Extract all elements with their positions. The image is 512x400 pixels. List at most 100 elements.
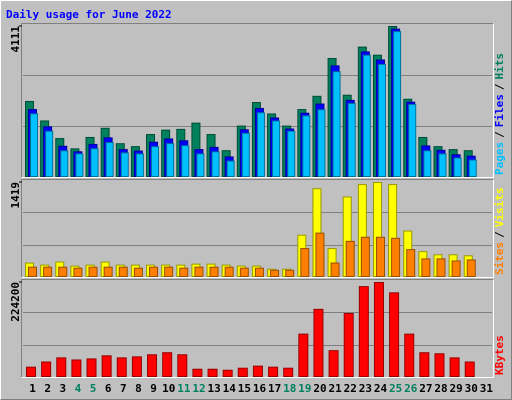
legend-separator: / xyxy=(493,231,506,238)
legend-entry: Pages xyxy=(493,142,506,175)
x-tick-label: 22 xyxy=(344,382,357,395)
bar xyxy=(404,333,415,377)
x-tick-label: 19 xyxy=(298,382,311,395)
bar xyxy=(75,153,84,177)
plot-border-light xyxy=(21,23,494,178)
bar xyxy=(226,160,235,177)
bar xyxy=(147,354,158,378)
bar xyxy=(315,232,325,278)
bar xyxy=(239,267,249,278)
bar xyxy=(256,112,265,177)
bar xyxy=(192,368,203,377)
bar xyxy=(41,361,52,378)
bar xyxy=(375,236,385,277)
bar xyxy=(464,361,475,378)
legend-entry: Hits xyxy=(493,53,506,80)
bar xyxy=(28,266,37,277)
bar xyxy=(362,54,371,177)
bar xyxy=(26,366,36,378)
legend-separator: / xyxy=(493,131,506,138)
legend-separator: / xyxy=(493,83,506,90)
plot-border-light xyxy=(21,279,494,378)
bar xyxy=(116,357,127,377)
bar xyxy=(449,357,460,377)
x-tick-label: 15 xyxy=(238,382,251,395)
x-tick-label: 25 xyxy=(389,382,402,395)
bar xyxy=(120,152,129,177)
bar xyxy=(224,266,234,277)
bar xyxy=(209,266,219,277)
bar xyxy=(468,159,477,177)
x-tick-label: 21 xyxy=(329,382,343,395)
bar xyxy=(438,153,447,177)
bar xyxy=(30,113,38,178)
bar xyxy=(332,71,341,177)
bar xyxy=(317,109,326,177)
bar xyxy=(373,282,384,377)
bar xyxy=(302,115,311,177)
bar xyxy=(103,266,113,277)
bar xyxy=(423,150,432,178)
x-tick-label: 31 xyxy=(480,382,494,395)
bar xyxy=(393,31,402,177)
bar xyxy=(421,258,431,278)
bar xyxy=(408,104,417,177)
bar xyxy=(131,356,142,377)
x-tick-label: 1 xyxy=(29,382,36,395)
bar xyxy=(285,269,295,278)
bar xyxy=(151,146,160,177)
bar xyxy=(196,153,205,177)
x-tick-label: 7 xyxy=(120,382,127,395)
x-tick-label: 24 xyxy=(374,382,388,395)
x-tick-label: 27 xyxy=(419,382,432,395)
bar xyxy=(43,266,53,277)
bar xyxy=(241,132,250,177)
bar xyxy=(330,262,340,278)
bar xyxy=(287,130,296,178)
bar xyxy=(133,267,143,278)
bar xyxy=(268,366,279,378)
bar xyxy=(177,354,188,378)
x-tick-label: 6 xyxy=(105,382,112,395)
bar xyxy=(436,258,446,278)
bar xyxy=(164,266,174,277)
bar xyxy=(60,150,69,178)
x-tick-label: 14 xyxy=(223,382,237,395)
bar xyxy=(391,237,401,277)
bar xyxy=(118,266,128,277)
bar xyxy=(211,151,220,177)
bar xyxy=(270,269,280,278)
legend: Sites / Visits xyxy=(493,188,506,276)
bar xyxy=(166,143,175,178)
bar xyxy=(101,355,112,378)
bar xyxy=(88,266,98,277)
bar xyxy=(105,142,114,177)
bar xyxy=(377,63,386,177)
x-tick-label: 17 xyxy=(268,382,281,395)
plot-border-light xyxy=(21,179,494,278)
bar xyxy=(419,352,430,377)
bar xyxy=(181,145,190,178)
bar xyxy=(58,266,68,277)
bar xyxy=(207,368,218,377)
x-tick-label: 12 xyxy=(192,382,205,395)
bar xyxy=(71,359,82,378)
x-tick-label: 26 xyxy=(404,382,418,395)
y-tick-label: 224200 xyxy=(9,282,22,322)
bar xyxy=(86,358,97,377)
y-tick-label: 4111 xyxy=(9,26,22,53)
x-tick-label: 11 xyxy=(177,382,191,395)
bar xyxy=(194,266,204,277)
x-tick-label: 4 xyxy=(75,382,82,395)
x-tick-label: 5 xyxy=(90,382,97,395)
bar xyxy=(45,130,54,178)
bar xyxy=(406,249,416,277)
x-tick-label: 20 xyxy=(313,382,326,395)
legend: Pages / Files / Hits xyxy=(493,53,506,175)
chart-title: Daily usage for June 2022 xyxy=(6,8,172,21)
bar xyxy=(56,357,67,377)
x-tick-label: 13 xyxy=(207,382,220,395)
plot-border-dark xyxy=(21,23,494,178)
x-tick-label: 16 xyxy=(253,382,267,395)
